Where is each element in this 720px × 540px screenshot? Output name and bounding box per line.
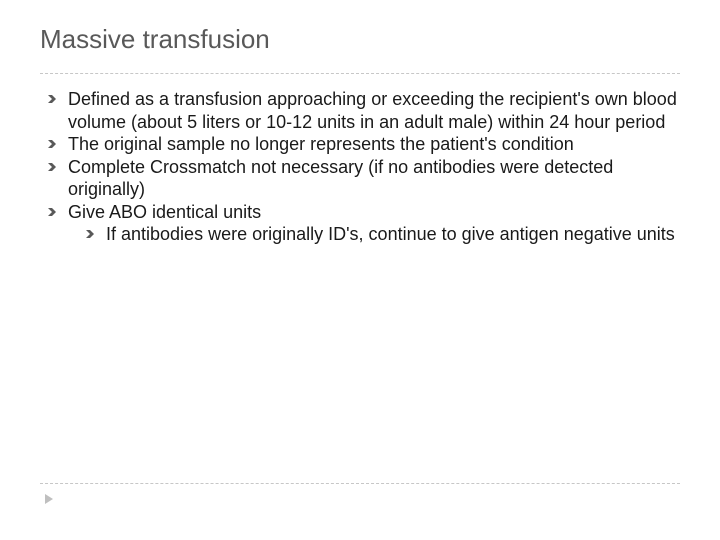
bullet-arrow-icon <box>84 228 96 240</box>
footer-arrow-icon <box>42 492 56 506</box>
list-item: Defined as a transfusion approaching or … <box>46 88 680 133</box>
footer-divider <box>40 483 680 484</box>
bullet-text: Complete Crossmatch not necessary (if no… <box>68 157 613 200</box>
list-item: Give ABO identical units If antibodies w… <box>46 201 680 246</box>
bullet-arrow-icon <box>46 206 58 218</box>
list-item: If antibodies were originally ID's, cont… <box>84 223 680 246</box>
bullet-arrow-icon <box>46 161 58 173</box>
bullet-list: Defined as a transfusion approaching or … <box>40 88 680 246</box>
list-item: Complete Crossmatch not necessary (if no… <box>46 156 680 201</box>
bullet-text: Defined as a transfusion approaching or … <box>68 89 677 132</box>
bullet-arrow-icon <box>46 93 58 105</box>
list-item: The original sample no longer represents… <box>46 133 680 156</box>
sub-bullet-list: If antibodies were originally ID's, cont… <box>68 223 680 246</box>
bullet-text: If antibodies were originally ID's, cont… <box>106 224 675 244</box>
slide-title: Massive transfusion <box>40 24 680 74</box>
bullet-text: Give ABO identical units <box>68 202 261 222</box>
bullet-text: The original sample no longer represents… <box>68 134 574 154</box>
bullet-arrow-icon <box>46 138 58 150</box>
slide-body: Defined as a transfusion approaching or … <box>40 88 680 246</box>
